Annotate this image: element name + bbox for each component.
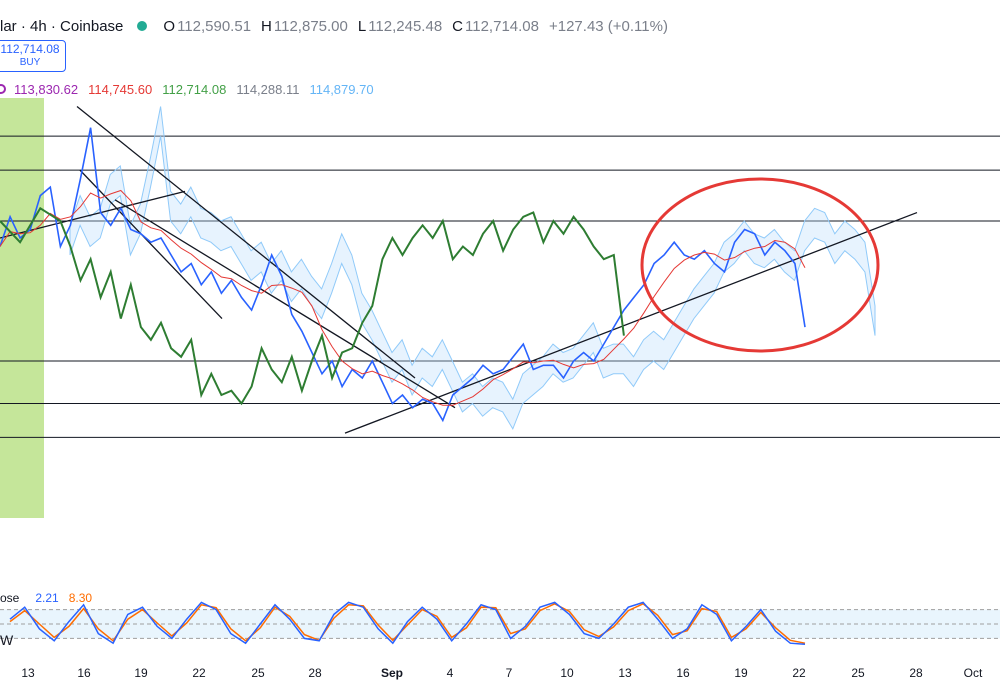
cloud-band: [69, 106, 876, 431]
market-status-dot: [137, 21, 148, 31]
x-tick-label: 13: [21, 666, 35, 680]
highlight-zone: [0, 98, 44, 518]
high-key: H: [261, 17, 272, 35]
ichimoku-value: 114,879.70: [309, 81, 374, 97]
x-tick-label: 19: [734, 666, 748, 680]
open-key: O: [163, 17, 176, 35]
trendline: [344, 211, 918, 434]
chart-header: lar · 4h · Coinbase O 112,590.51 H 112,875…: [0, 14, 668, 38]
trendline: [79, 169, 223, 320]
x-tick-label: 16: [77, 666, 91, 680]
x-tick-label: 7: [505, 666, 513, 680]
x-tick-label: Sep: [380, 666, 404, 680]
buy-button[interactable]: 112,714.08 BUY: [0, 40, 66, 72]
stoch-label: ose: [0, 591, 20, 605]
indicator-settings-icon[interactable]: [0, 84, 6, 94]
red-circle-annotation: [640, 177, 880, 353]
close-key: C: [452, 17, 464, 35]
lagging-span: [0, 206, 625, 406]
buy-label: BUY: [19, 57, 41, 68]
symbol-label[interactable]: lar · 4h · Coinbase: [0, 17, 124, 35]
ichimoku-legend[interactable]: 113,830.62 114,745.60 112,714.08 114,288…: [0, 80, 384, 98]
x-tick-label: 4: [446, 666, 454, 680]
x-tick-label: 13: [618, 666, 632, 680]
high-value: 112,875.00: [273, 17, 348, 35]
x-tick-label: 25: [251, 666, 265, 680]
x-tick-label: 28: [909, 666, 923, 680]
low-value: 112,245.48: [368, 17, 443, 35]
trendline: [0, 190, 186, 239]
trendline: [76, 105, 416, 379]
pane-label: W: [0, 632, 14, 648]
ichimoku-cloud: [69, 106, 876, 431]
x-tick-label: Oct: [963, 666, 983, 680]
ichimoku-value: 113,830.62: [14, 81, 79, 97]
x-tick-label: 28: [308, 666, 322, 680]
change-value: +127.43 (+0.11%): [548, 17, 668, 35]
low-key: L: [357, 17, 367, 35]
trendline: [114, 199, 456, 409]
open-value: 112,590.51: [177, 17, 252, 35]
x-tick-label: 22: [792, 666, 806, 680]
stoch-k-value: 2.21: [35, 591, 59, 605]
stoch-d-value: 8.30: [68, 591, 93, 605]
lagging-span-line: [0, 206, 625, 406]
close-value: 112,714.08: [465, 17, 539, 35]
horizontal-levels: [0, 135, 1000, 438]
ichimoku-value: 112,714.08: [162, 81, 227, 97]
x-tick-label: 25: [851, 666, 865, 680]
stoch-legend[interactable]: ose 2.21 8.30: [0, 590, 92, 606]
ichimoku-value: 114,288.11: [236, 81, 300, 97]
price-series: [0, 127, 806, 423]
x-tick-label: 19: [134, 666, 148, 680]
x-tick-label: 22: [192, 666, 206, 680]
x-tick-label: 10: [560, 666, 574, 680]
ichimoku-value: 114,745.60: [88, 81, 153, 97]
x-tick-label: 16: [676, 666, 690, 680]
stochastic-panel: [0, 601, 1000, 645]
stoch-d-line: [9, 602, 806, 644]
price-line: [0, 127, 806, 423]
buy-price: 112,714.08: [0, 42, 60, 56]
stoch-k-line: [9, 601, 806, 645]
base-line: [0, 189, 806, 406]
